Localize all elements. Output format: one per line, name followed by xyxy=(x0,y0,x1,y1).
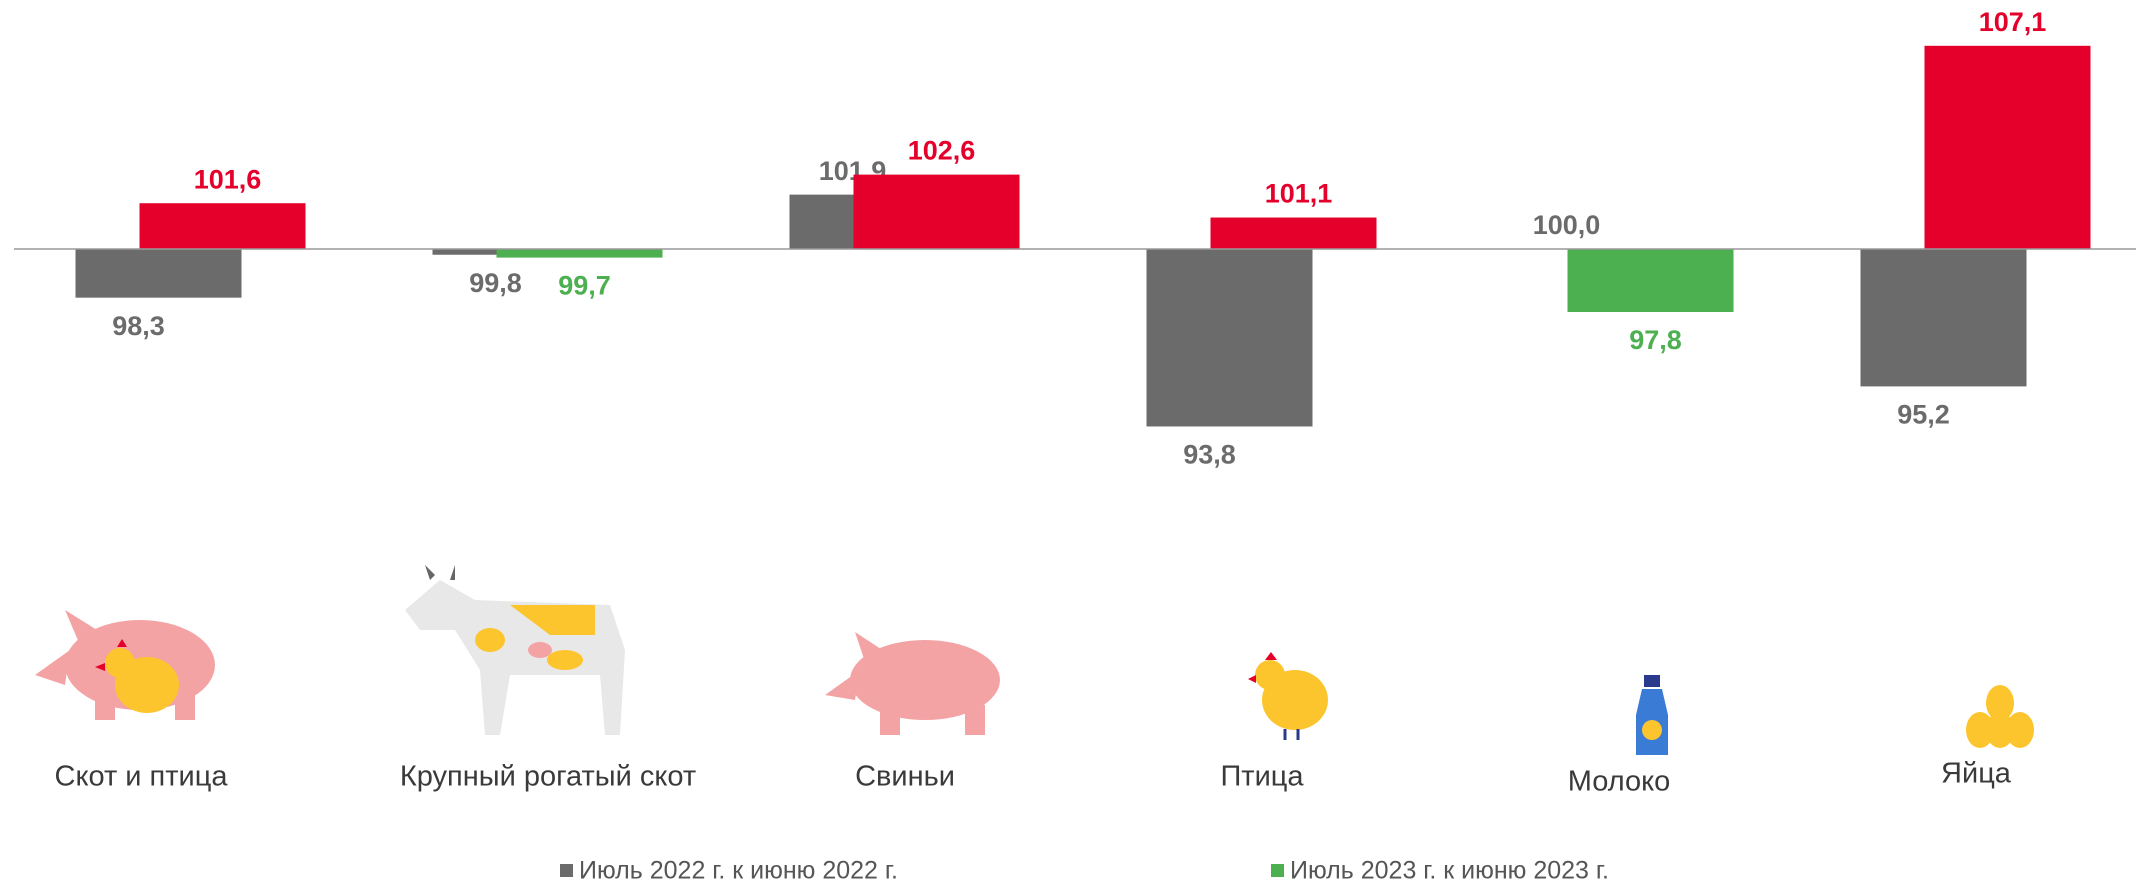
bar xyxy=(497,249,663,258)
chart: 98,399,8101,993,8100,095,2101,699,7102,6… xyxy=(0,0,2136,886)
icon-pig xyxy=(825,632,1000,735)
value-label: 93,8 xyxy=(1183,440,1236,470)
icon-cow xyxy=(405,565,625,735)
bar xyxy=(1211,218,1377,249)
value-label: 100,0 xyxy=(1533,210,1601,240)
icon-livestock xyxy=(35,610,215,720)
category-label: Яйца xyxy=(1941,758,2012,790)
bar xyxy=(140,203,306,249)
value-label: 99,8 xyxy=(469,268,522,298)
bar xyxy=(76,249,242,298)
value-label: 101,6 xyxy=(194,164,262,194)
icon-chicken xyxy=(1248,652,1328,740)
bar xyxy=(854,175,1020,249)
value-label: 98,3 xyxy=(112,311,165,341)
icons xyxy=(35,565,2034,755)
icon-eggs xyxy=(1966,685,2034,748)
icon-milk xyxy=(1636,675,1668,755)
value-label: 97,8 xyxy=(1629,325,1682,355)
category-label: Молоко xyxy=(1568,766,1671,798)
value-label: 107,1 xyxy=(1979,7,2047,37)
value-label: 102,6 xyxy=(908,136,976,166)
legend-label: Июль 2023 г. к июню 2023 г. xyxy=(1290,857,1609,885)
value-label: 99,7 xyxy=(558,271,611,301)
category-label: Скот и птица xyxy=(55,761,229,793)
value-label: 95,2 xyxy=(1897,400,1950,430)
bar xyxy=(1861,249,2027,386)
legend-swatch xyxy=(1271,864,1284,877)
category-label: Свиньи xyxy=(855,761,955,793)
category-label: Птица xyxy=(1220,761,1304,793)
bar xyxy=(1147,249,1313,426)
category-label: Крупный рогатый скот xyxy=(400,761,696,793)
bar xyxy=(1925,46,2091,249)
legend-label: Июль 2022 г. к июню 2022 г. xyxy=(579,857,898,885)
legend-swatch xyxy=(560,864,573,877)
value-label: 101,1 xyxy=(1265,179,1333,209)
bar xyxy=(1568,249,1734,312)
